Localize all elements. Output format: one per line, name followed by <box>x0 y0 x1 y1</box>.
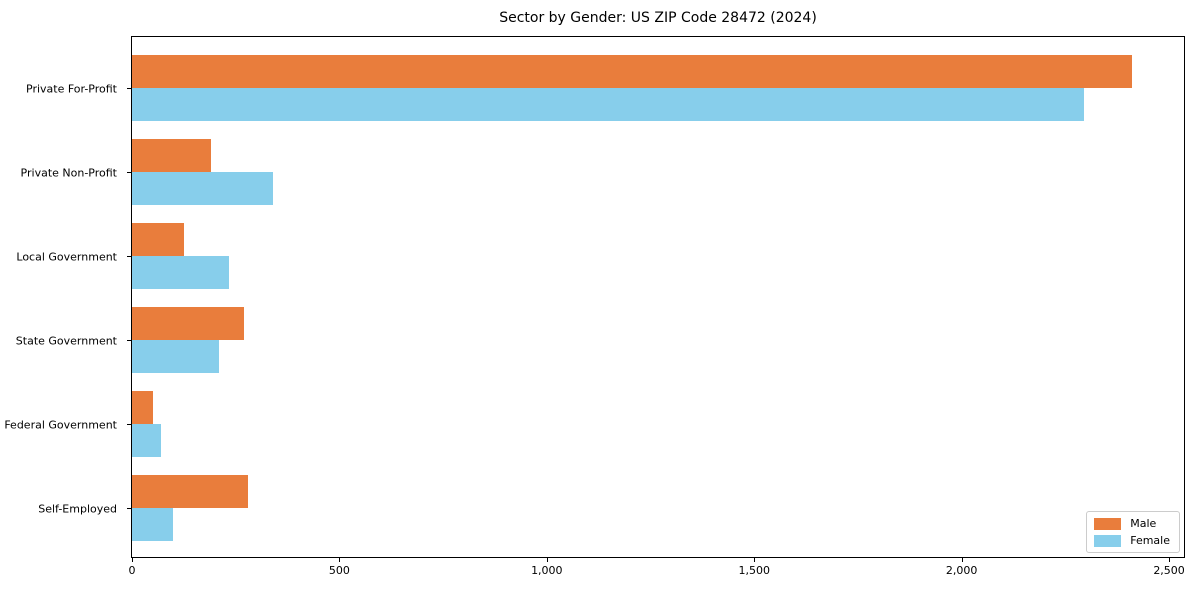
bar-male-federal-government <box>132 391 153 424</box>
y-tick <box>127 256 131 257</box>
legend-swatch-male <box>1094 517 1122 530</box>
bar-female-state-government <box>132 340 220 373</box>
legend: Male Female <box>1086 511 1180 553</box>
y-tick <box>127 88 131 89</box>
bar-male-state-government <box>132 307 244 340</box>
y-label-federal-government: Federal Government <box>4 418 117 432</box>
x-tick-label-1500: 1,500 <box>738 564 770 577</box>
y-tick <box>127 424 131 425</box>
bar-female-federal-government <box>132 424 162 457</box>
bar-male-private-for-profit <box>132 55 1132 88</box>
y-label-state-government: State Government <box>15 334 117 348</box>
legend-label-female: Female <box>1130 534 1170 547</box>
x-tick <box>132 558 133 562</box>
y-label-self-employed: Self-Employed <box>38 502 117 516</box>
x-tick-label-1000: 1,000 <box>531 564 563 577</box>
bar-female-private-for-profit <box>132 88 1085 121</box>
y-tick <box>127 172 131 173</box>
x-tick-label-2000: 2,000 <box>945 564 978 577</box>
bar-female-private-non-profit <box>132 172 274 205</box>
bar-male-private-non-profit <box>132 139 211 172</box>
y-tick <box>127 340 131 341</box>
x-tick <box>754 558 756 562</box>
y-axis-labels: Private For-Profit Private Non-Profit Loca… <box>0 37 124 557</box>
legend-label-male: Male <box>1130 517 1157 530</box>
x-tick <box>339 558 341 562</box>
bar-male-local-government <box>132 223 184 256</box>
bar-female-self-employed <box>132 508 174 541</box>
legend-swatch-female <box>1094 534 1122 547</box>
y-tick <box>127 508 131 509</box>
x-tick-label-500: 500 <box>328 564 350 577</box>
legend-item-male: Male <box>1094 517 1170 530</box>
y-label-private-non-profit: Private Non-Profit <box>20 166 117 180</box>
chart-title: Sector by Gender: US ZIP Code 28472 (202… <box>499 10 817 26</box>
y-label-private-for-profit: Private For-Profit <box>26 82 117 96</box>
x-tick <box>546 558 548 562</box>
x-tick <box>961 558 963 562</box>
x-tick-label-2500: 2,500 <box>1153 564 1185 577</box>
legend-item-female: Female <box>1094 534 1170 547</box>
plot-area <box>131 36 1185 558</box>
x-tick <box>1169 558 1171 562</box>
bar-female-local-government <box>132 256 230 289</box>
x-tick-label-0: 0 <box>128 564 136 577</box>
bar-male-self-employed <box>132 475 249 508</box>
y-label-local-government: Local Government <box>16 250 117 264</box>
